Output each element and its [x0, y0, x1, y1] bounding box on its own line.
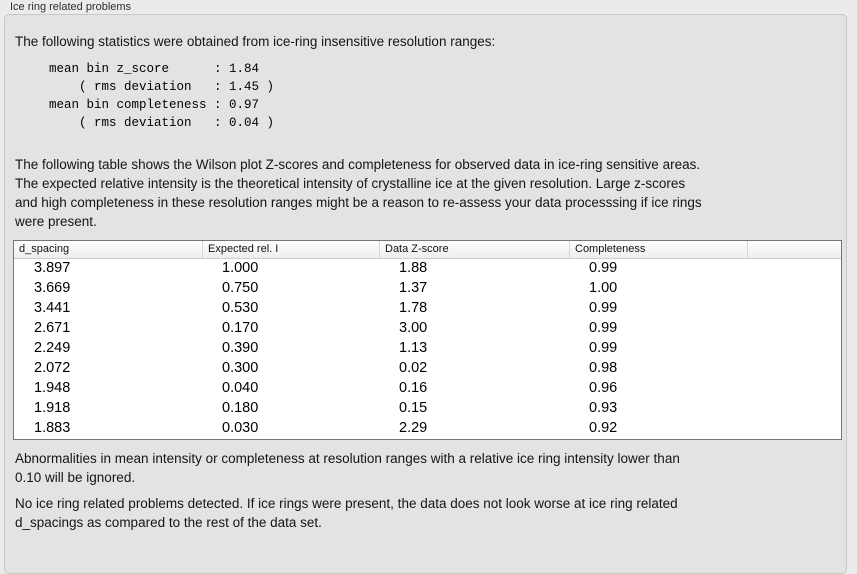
table-row[interactable]: 2.671 0.170 3.00 0.99	[14, 319, 841, 339]
ice-ring-panel: The following statistics were obtained f…	[4, 14, 847, 574]
table-cell: 0.99	[589, 320, 618, 336]
table-cell: 0.170	[222, 320, 259, 336]
table-cell: 1.78	[399, 300, 428, 316]
table-cell: 0.530	[222, 300, 259, 316]
panel-title: Ice ring related problems	[10, 1, 132, 13]
table-cell: 0.02	[399, 360, 428, 376]
column-header[interactable]: Expected rel. I	[202, 241, 379, 258]
table-cell: 1.37	[399, 280, 428, 296]
table-cell	[747, 279, 841, 299]
table-cell: 0.98	[589, 360, 618, 376]
column-header[interactable]: Data Z-score	[379, 241, 569, 258]
ice-ring-table: d_spacing Expected rel. I Data Z-score Comp…	[13, 240, 842, 440]
column-header[interactable]: d_spacing	[19, 243, 70, 255]
table-body: 3.897 1.000 1.88 0.99 3.669 0.750 1.37 1.00 3.44…	[14, 259, 841, 439]
table-cell: 0.750	[222, 280, 259, 296]
table-row[interactable]: 2.072 0.300 0.02 0.98	[14, 359, 841, 379]
table-cell: 1.000	[222, 260, 259, 276]
table-cell: 1.13	[399, 340, 428, 356]
table-cell	[747, 359, 841, 379]
column-header[interactable]: Completeness	[569, 241, 747, 258]
table-cell: 2.671	[34, 320, 71, 336]
table-cell: 2.249	[34, 340, 71, 356]
table-cell: 0.92	[589, 420, 618, 436]
column-header[interactable]	[747, 241, 841, 258]
table-header-row: d_spacing Expected rel. I Data Z-score Comp…	[14, 241, 841, 259]
table-cell: 3.897	[34, 260, 71, 276]
table-cell: 1.918	[34, 400, 71, 416]
table-cell: 0.96	[589, 380, 618, 396]
table-row[interactable]: 3.897 1.000 1.88 0.99	[14, 259, 841, 279]
table-cell: 3.00	[399, 320, 428, 336]
table-cell: 0.040	[222, 380, 259, 396]
table-cell: 0.15	[399, 400, 428, 416]
table-cell: 3.441	[34, 300, 71, 316]
table-cell	[747, 319, 841, 339]
table-cell	[747, 339, 841, 359]
table-row[interactable]: 3.441 0.530 1.78 0.99	[14, 299, 841, 319]
table-cell: 1.948	[34, 380, 71, 396]
table-cell	[747, 419, 841, 439]
table-cell: 0.030	[222, 420, 259, 436]
table-cell: 0.390	[222, 340, 259, 356]
table-cell: 0.16	[399, 380, 428, 396]
table-cell: 0.93	[589, 400, 618, 416]
table-cell: 1.00	[589, 280, 618, 296]
table-row[interactable]: 3.669 0.750 1.37 1.00	[14, 279, 841, 299]
table-cell: 1.88	[399, 260, 428, 276]
table-row[interactable]: 1.948 0.040 0.16 0.96	[14, 379, 841, 399]
table-cell: 0.180	[222, 400, 259, 416]
table-cell	[747, 259, 841, 279]
table-cell	[747, 399, 841, 419]
table-cell	[747, 379, 841, 399]
table-cell: 0.99	[589, 340, 618, 356]
table-cell: 0.99	[589, 260, 618, 276]
table-cell: 0.99	[589, 300, 618, 316]
table-cell: 2.072	[34, 360, 71, 376]
table-cell: 2.29	[399, 420, 428, 436]
table-row[interactable]: 1.883 0.030 2.29 0.92	[14, 419, 841, 439]
conclusion-text: No ice ring related problems detected. I…	[15, 496, 678, 530]
table-cell: 1.883	[34, 420, 71, 436]
table-row[interactable]: 1.918 0.180 0.15 0.93	[14, 399, 841, 419]
table-cell: 3.669	[34, 280, 71, 296]
table-cell	[747, 299, 841, 319]
intro-text: The following statistics were obtained f…	[15, 34, 496, 49]
stats-block: mean bin z_score : 1.84 ( rms deviation …	[49, 62, 275, 130]
table-cell: 0.300	[222, 360, 259, 376]
description-text: The following table shows the Wilson plo…	[15, 157, 702, 229]
table-row[interactable]: 2.249 0.390 1.13 0.99	[14, 339, 841, 359]
footnote-text: Abnormalities in mean intensity or compl…	[15, 451, 680, 485]
